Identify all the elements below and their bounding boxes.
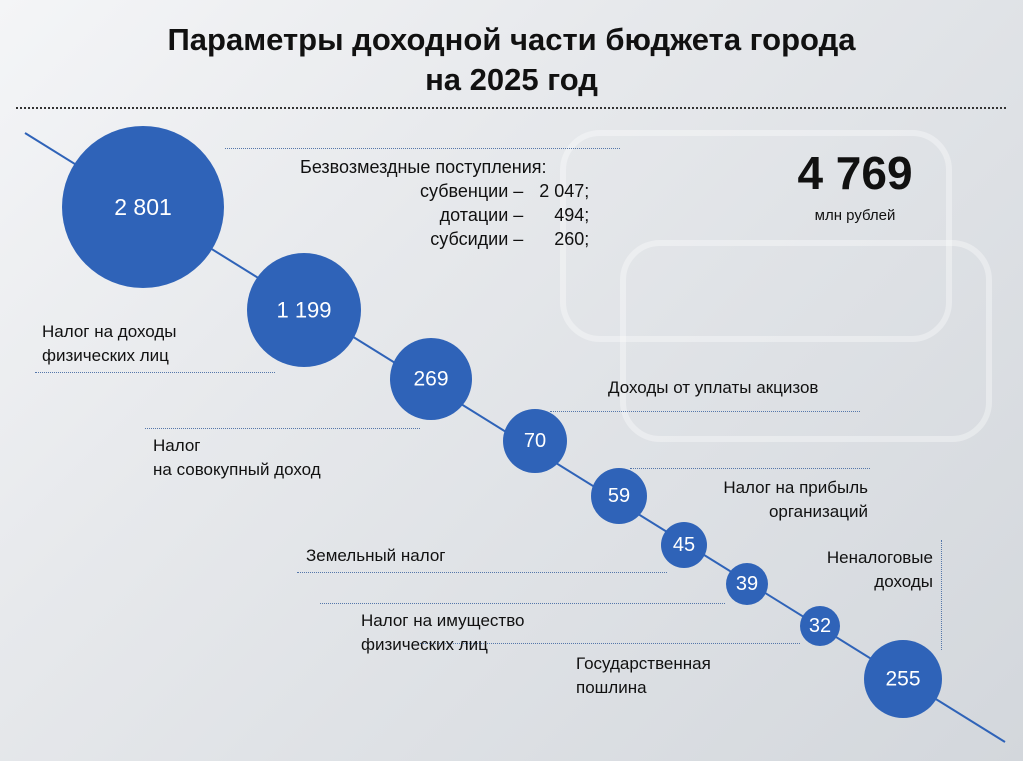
grant-name: дотации – [439,205,524,225]
bubble [62,126,224,288]
guide-rule [320,603,725,604]
bubble [247,253,361,367]
grant-value: 2 047; [539,181,590,201]
label-line: Земельный налог [306,546,446,565]
label-duty: Государственная пошлина [576,652,711,700]
label-excise: Доходы от уплаты акцизов [608,376,818,400]
label-line: физических лиц [42,346,169,365]
total-unit: млн рублей [814,207,896,224]
grant-value: 494; [554,205,590,225]
title-line-1: Параметры доходной части бюджета города [167,22,856,57]
background-decoration [620,240,992,442]
label-line: на совокупный доход [153,460,321,479]
grants-block: Безвозмездные поступления: субвенции – 2… [300,155,589,251]
background-decoration [560,130,952,342]
title-divider [16,107,1006,109]
bubble-value-label: 32 [809,615,831,637]
label-profit: Налог на прибыль организаций [640,476,868,524]
label-line: Доходы от уплаты акцизов [608,378,819,397]
grant-value: 260; [554,229,590,249]
bubble-value-label: 39 [736,573,758,595]
bubble-value-label: 70 [524,430,546,452]
guide-rule-vertical [941,540,942,650]
label-nontax: Неналоговые доходы [790,546,933,594]
guide-rule [145,428,420,429]
label-ndfl: Налог на доходы физических лиц [42,320,177,368]
bubble-value-label: 2 801 [114,194,172,220]
bubble-value-label: 1 199 [276,298,331,323]
total-revenue: 4 769 млн рублей [780,145,930,227]
bubble [864,640,942,718]
title-line-2: на 2025 год [425,62,598,97]
label-line: организаций [768,502,868,521]
bubble [661,522,707,568]
bubble-value-label: 59 [608,485,630,507]
guide-rule [420,643,800,644]
bubbles-group: 2 801 1 199 269 70 59 45 39 32 255 [62,126,942,718]
label-line: Налог на доходы [42,322,177,341]
guide-rule [35,372,275,373]
bubble [800,606,840,646]
bubble [390,338,472,420]
label-line: физических лиц [361,635,488,654]
grants-row: субсидии – 260; [420,227,589,251]
label-usn: Налог на совокупный доход [153,434,321,482]
grants-table: субвенции – 2 047; дотации – 494; субсид… [420,179,589,251]
label-line: Неналоговые [826,548,933,567]
guide-rule [550,411,860,412]
grants-row: субвенции – 2 047; [420,179,589,203]
bubble [591,468,647,524]
label-line: Налог на прибыль [723,478,868,497]
label-line: Государственная [576,654,711,673]
total-value: 4 769 [797,147,913,199]
label-line: пошлина [576,678,647,697]
bubble-value-label: 269 [413,368,448,391]
label-line: Налог на имущество [361,611,525,630]
bubble-value-label: 255 [885,668,920,691]
bubble [503,409,567,473]
grant-name: субсидии – [430,229,524,249]
grant-name: субвенции – [420,181,524,201]
grants-heading: Безвозмездные поступления: [300,157,547,177]
guide-rule [225,148,620,149]
guide-rule [630,468,870,469]
grants-row: дотации – 494; [420,203,590,227]
label-land: Земельный налог [306,544,446,568]
bubble-value-label: 45 [673,534,695,556]
bubble [726,563,768,605]
label-line: Налог [153,436,201,455]
label-line: доходы [874,572,933,591]
guide-rule [297,572,667,573]
label-property: Налог на имущество физических лиц [361,609,525,657]
page-title: Параметры доходной части бюджета города … [0,20,1023,100]
